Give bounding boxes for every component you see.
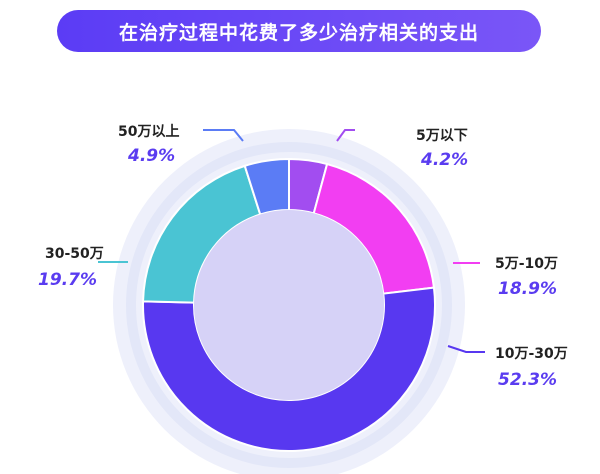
slice-percent-4: 4.9% <box>127 146 175 166</box>
slice-label-1: 5万-10万 <box>495 256 558 272</box>
slice-percent-2: 52.3% <box>498 370 557 390</box>
slice-label-0: 5万以下 <box>416 128 468 144</box>
slice-labels: 5万以下 4.2% 5万-10万 18.9% 10万-30万 52.3% 30-50万 19.… <box>38 124 568 390</box>
leader-line-4 <box>203 129 244 142</box>
donut-inner-disc <box>194 210 384 400</box>
slice-percent-3: 19.7% <box>38 270 97 290</box>
leader-line-0 <box>336 129 355 142</box>
slice-label-2: 10万-30万 <box>495 346 568 362</box>
slice-label-3: 30-50万 <box>45 246 104 262</box>
donut-halo-ring <box>126 142 452 468</box>
slice-percent-1: 18.9% <box>498 279 557 299</box>
leader-line-2 <box>447 345 485 353</box>
slice-percent-0: 4.2% <box>420 150 468 170</box>
chart-title: 在治疗过程中花费了多少治疗相关的支出 <box>57 10 541 52</box>
slice-label-4: 50万以上 <box>118 124 179 140</box>
